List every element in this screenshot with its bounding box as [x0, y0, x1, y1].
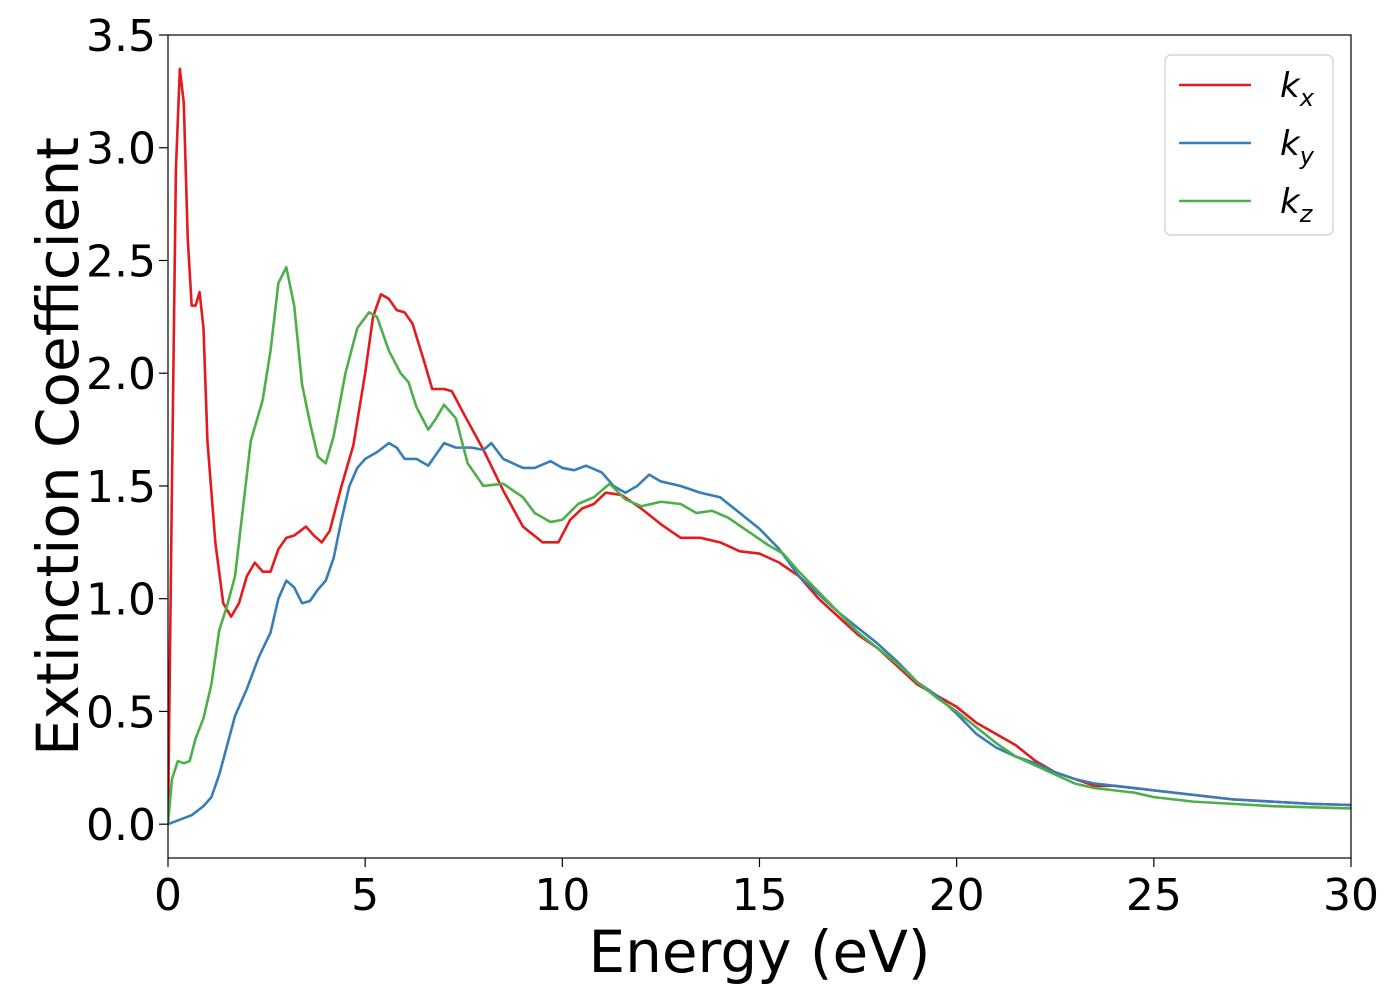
y-tick-label: 1.5 [86, 462, 156, 513]
legend-label-base: k [1280, 66, 1301, 106]
y-tick-label: 1.0 [86, 575, 156, 626]
x-tick-label: 0 [154, 870, 182, 921]
y-axis-ticks: 0.0 0.5 1.0 1.5 2.0 2.5 3.0 3.5 [86, 11, 168, 851]
legend-label-kx: kx [1280, 66, 1315, 112]
x-axis-label: Energy (eV) [588, 918, 930, 986]
series-line-ky [168, 441, 1351, 826]
x-tick-label: 25 [1126, 870, 1182, 921]
x-tick-label: 20 [929, 870, 985, 921]
x-tick-label: 10 [534, 870, 590, 921]
y-tick-label: 0.5 [86, 687, 156, 738]
series-line-kx [168, 67, 1351, 826]
x-tick-label: 5 [351, 870, 379, 921]
series-line-kz [168, 265, 1351, 826]
legend-label-base: k [1280, 182, 1301, 222]
series-layer [168, 67, 1351, 826]
legend-label-subscript: x [1299, 84, 1315, 112]
legend-label-base: k [1280, 124, 1301, 164]
x-tick-label: 30 [1323, 870, 1379, 921]
legend-label-ky: ky [1280, 124, 1315, 170]
legend-label-subscript: z [1299, 200, 1314, 228]
y-tick-label: 3.5 [86, 11, 156, 62]
legend-label-subscript: y [1299, 142, 1315, 170]
legend-label-kz: kz [1280, 182, 1314, 228]
x-tick-label: 15 [732, 870, 788, 921]
x-axis-ticks: 0 5 10 15 20 25 30 [154, 858, 1379, 921]
y-tick-label: 0.0 [86, 800, 156, 851]
y-tick-label: 2.0 [86, 349, 156, 400]
y-tick-label: 3.0 [86, 124, 156, 175]
y-axis-label: Extinction Coefficient [24, 137, 92, 756]
legend-box [1164, 54, 1334, 236]
y-tick-label: 2.5 [86, 236, 156, 287]
